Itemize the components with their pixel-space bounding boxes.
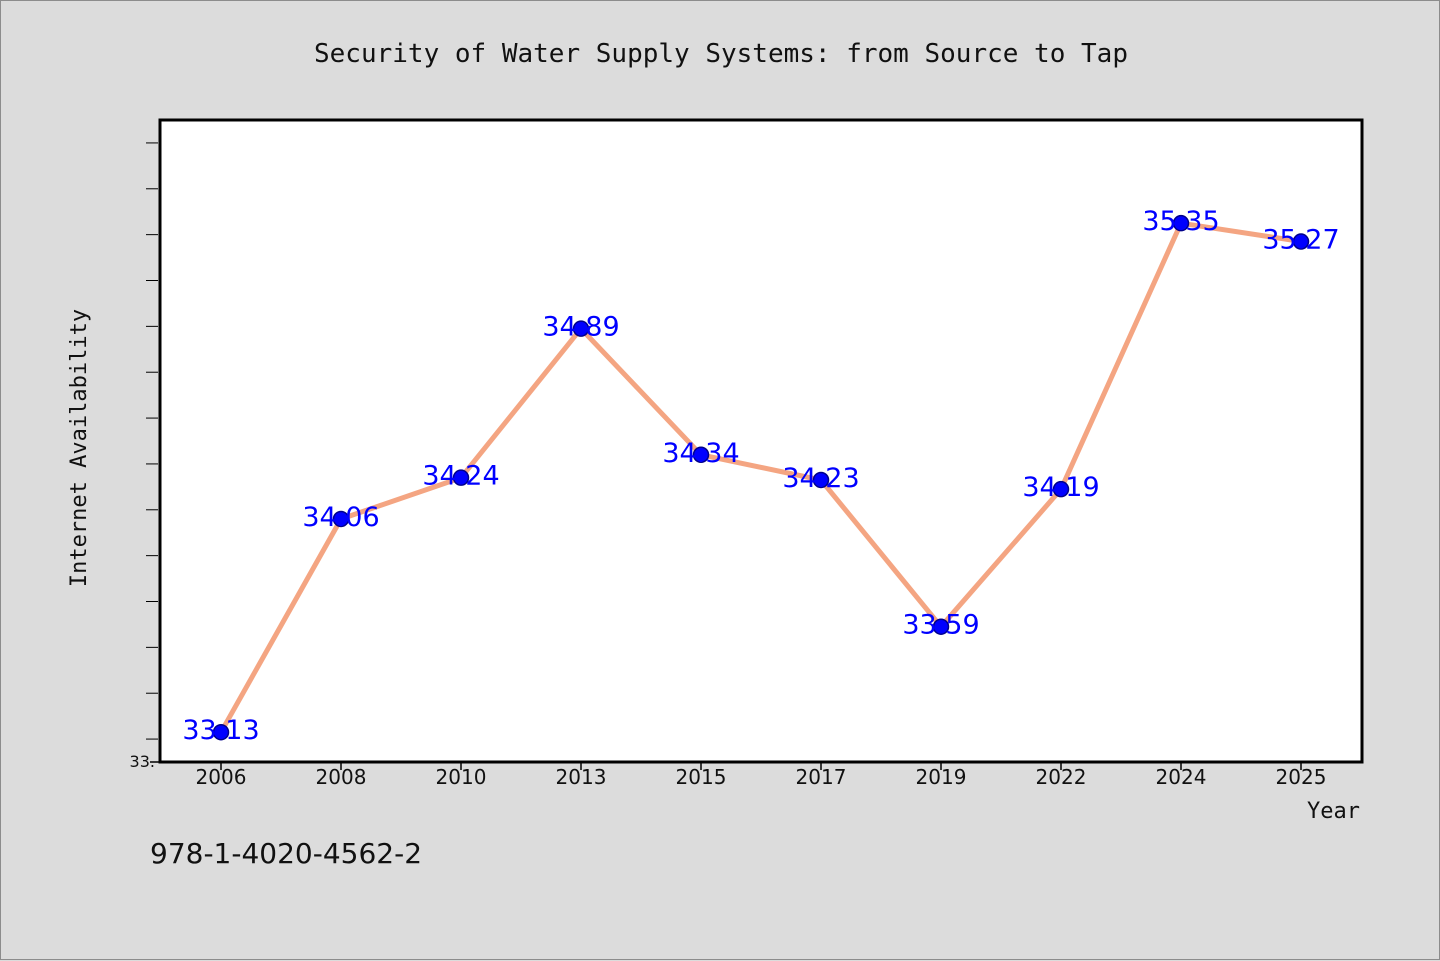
y-axis-ticks [146,142,160,763]
data-label: 34.34 [662,438,739,469]
data-marker [332,510,350,528]
data-markers [212,214,1310,741]
data-label: 34.19 [1022,472,1099,503]
x-tick-label: 2006 [196,765,247,789]
chart-title: Security of Water Supply Systems: from S… [314,39,1128,69]
data-marker [212,723,230,741]
data-label: 33.13 [182,715,259,746]
data-label: 34.06 [302,502,379,533]
plot-area [158,118,1364,764]
data-marker [692,446,710,464]
x-tick-label: 2022 [1036,765,1087,789]
x-tick-label: 2017 [796,765,847,789]
data-marker [452,469,470,486]
x-tick-label: 2015 [676,765,727,789]
x-tick-label: 2010 [436,765,487,789]
footnote: 978-1-4020-4562-2 [150,837,422,870]
data-marker [932,618,950,635]
series-line [218,220,1304,735]
x-axis-ticks [220,762,1302,770]
x-tick-label: 2013 [556,765,607,789]
x-tick-label: 2008 [316,765,367,789]
data-marker [812,471,830,489]
data-labels: 33.13 34.06 34.24 34.89 34.34 34.23 33.59 34.19… [182,206,1339,746]
data-label: 35.35 [1142,206,1219,237]
data-label: 34.89 [542,312,619,343]
y-axis-label: Internet Availability [67,309,92,587]
x-axis-tick-labels: 2006 2008 2010 2013 2015 2017 2019 2022 2024 2025 [196,765,1327,789]
data-label: 34.24 [422,461,499,492]
data-marker [1172,214,1190,232]
data-marker [572,320,590,337]
data-label: 33.59 [902,610,979,641]
data-marker [1292,233,1310,250]
x-tick-label: 2024 [1156,765,1207,789]
data-label: 34.23 [782,463,859,494]
x-tick-label: 2025 [1276,765,1327,789]
y-tick-label: 33. [130,752,155,771]
x-tick-label: 2019 [916,765,967,789]
data-marker [1052,480,1070,498]
data-label: 35.27 [1262,225,1339,256]
x-axis-label: Year [1307,799,1360,824]
